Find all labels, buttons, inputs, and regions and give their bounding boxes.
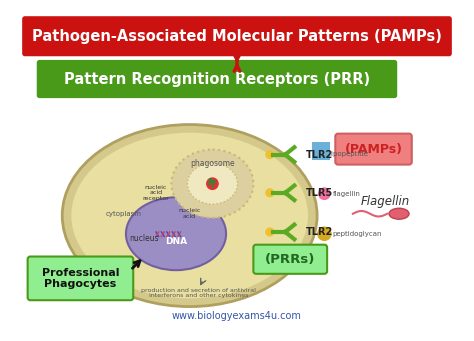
Text: DNA: DNA <box>165 237 187 246</box>
Text: nucleus: nucleus <box>129 234 159 243</box>
FancyBboxPatch shape <box>22 16 452 56</box>
Text: nucleic
acid
receptor: nucleic acid receptor <box>143 184 169 201</box>
Ellipse shape <box>62 124 317 307</box>
Ellipse shape <box>265 150 274 159</box>
Text: TLR2: TLR2 <box>306 150 333 160</box>
Text: TLR5: TLR5 <box>306 188 333 198</box>
FancyBboxPatch shape <box>37 60 397 98</box>
Text: nucleic
acid: nucleic acid <box>179 208 201 219</box>
Text: Professional
Phagocytes: Professional Phagocytes <box>42 268 119 289</box>
Text: peptidoglycan: peptidoglycan <box>333 231 382 237</box>
Ellipse shape <box>187 163 237 204</box>
Text: production and secretion of antiviral
interferons and other cytokines: production and secretion of antiviral in… <box>141 287 256 298</box>
Ellipse shape <box>389 208 409 219</box>
FancyBboxPatch shape <box>311 142 330 160</box>
Ellipse shape <box>317 226 332 241</box>
Ellipse shape <box>318 187 331 200</box>
Text: (PRRs): (PRRs) <box>264 253 315 266</box>
Ellipse shape <box>71 133 308 298</box>
Ellipse shape <box>126 197 226 270</box>
Text: lipopeptide: lipopeptide <box>329 151 368 157</box>
Ellipse shape <box>172 150 254 218</box>
FancyBboxPatch shape <box>27 256 133 300</box>
Text: flagellin: flagellin <box>333 191 360 197</box>
FancyBboxPatch shape <box>335 134 412 165</box>
Ellipse shape <box>265 188 274 197</box>
Ellipse shape <box>265 227 274 237</box>
Text: Flagellin: Flagellin <box>361 195 410 208</box>
Text: www.biologyexams4u.com: www.biologyexams4u.com <box>172 311 302 321</box>
Text: phagosome: phagosome <box>190 159 235 168</box>
Text: cytoplasm: cytoplasm <box>105 211 141 217</box>
Text: TLR2: TLR2 <box>306 227 333 237</box>
Text: Pathogen-Associated Molecular Patterns (PAMPs): Pathogen-Associated Molecular Patterns (… <box>32 29 442 44</box>
FancyBboxPatch shape <box>254 245 327 274</box>
Ellipse shape <box>206 177 219 190</box>
Text: (PAMPs): (PAMPs) <box>345 143 402 155</box>
Text: Pattern Recognition Receptors (PRR): Pattern Recognition Receptors (PRR) <box>64 72 370 87</box>
